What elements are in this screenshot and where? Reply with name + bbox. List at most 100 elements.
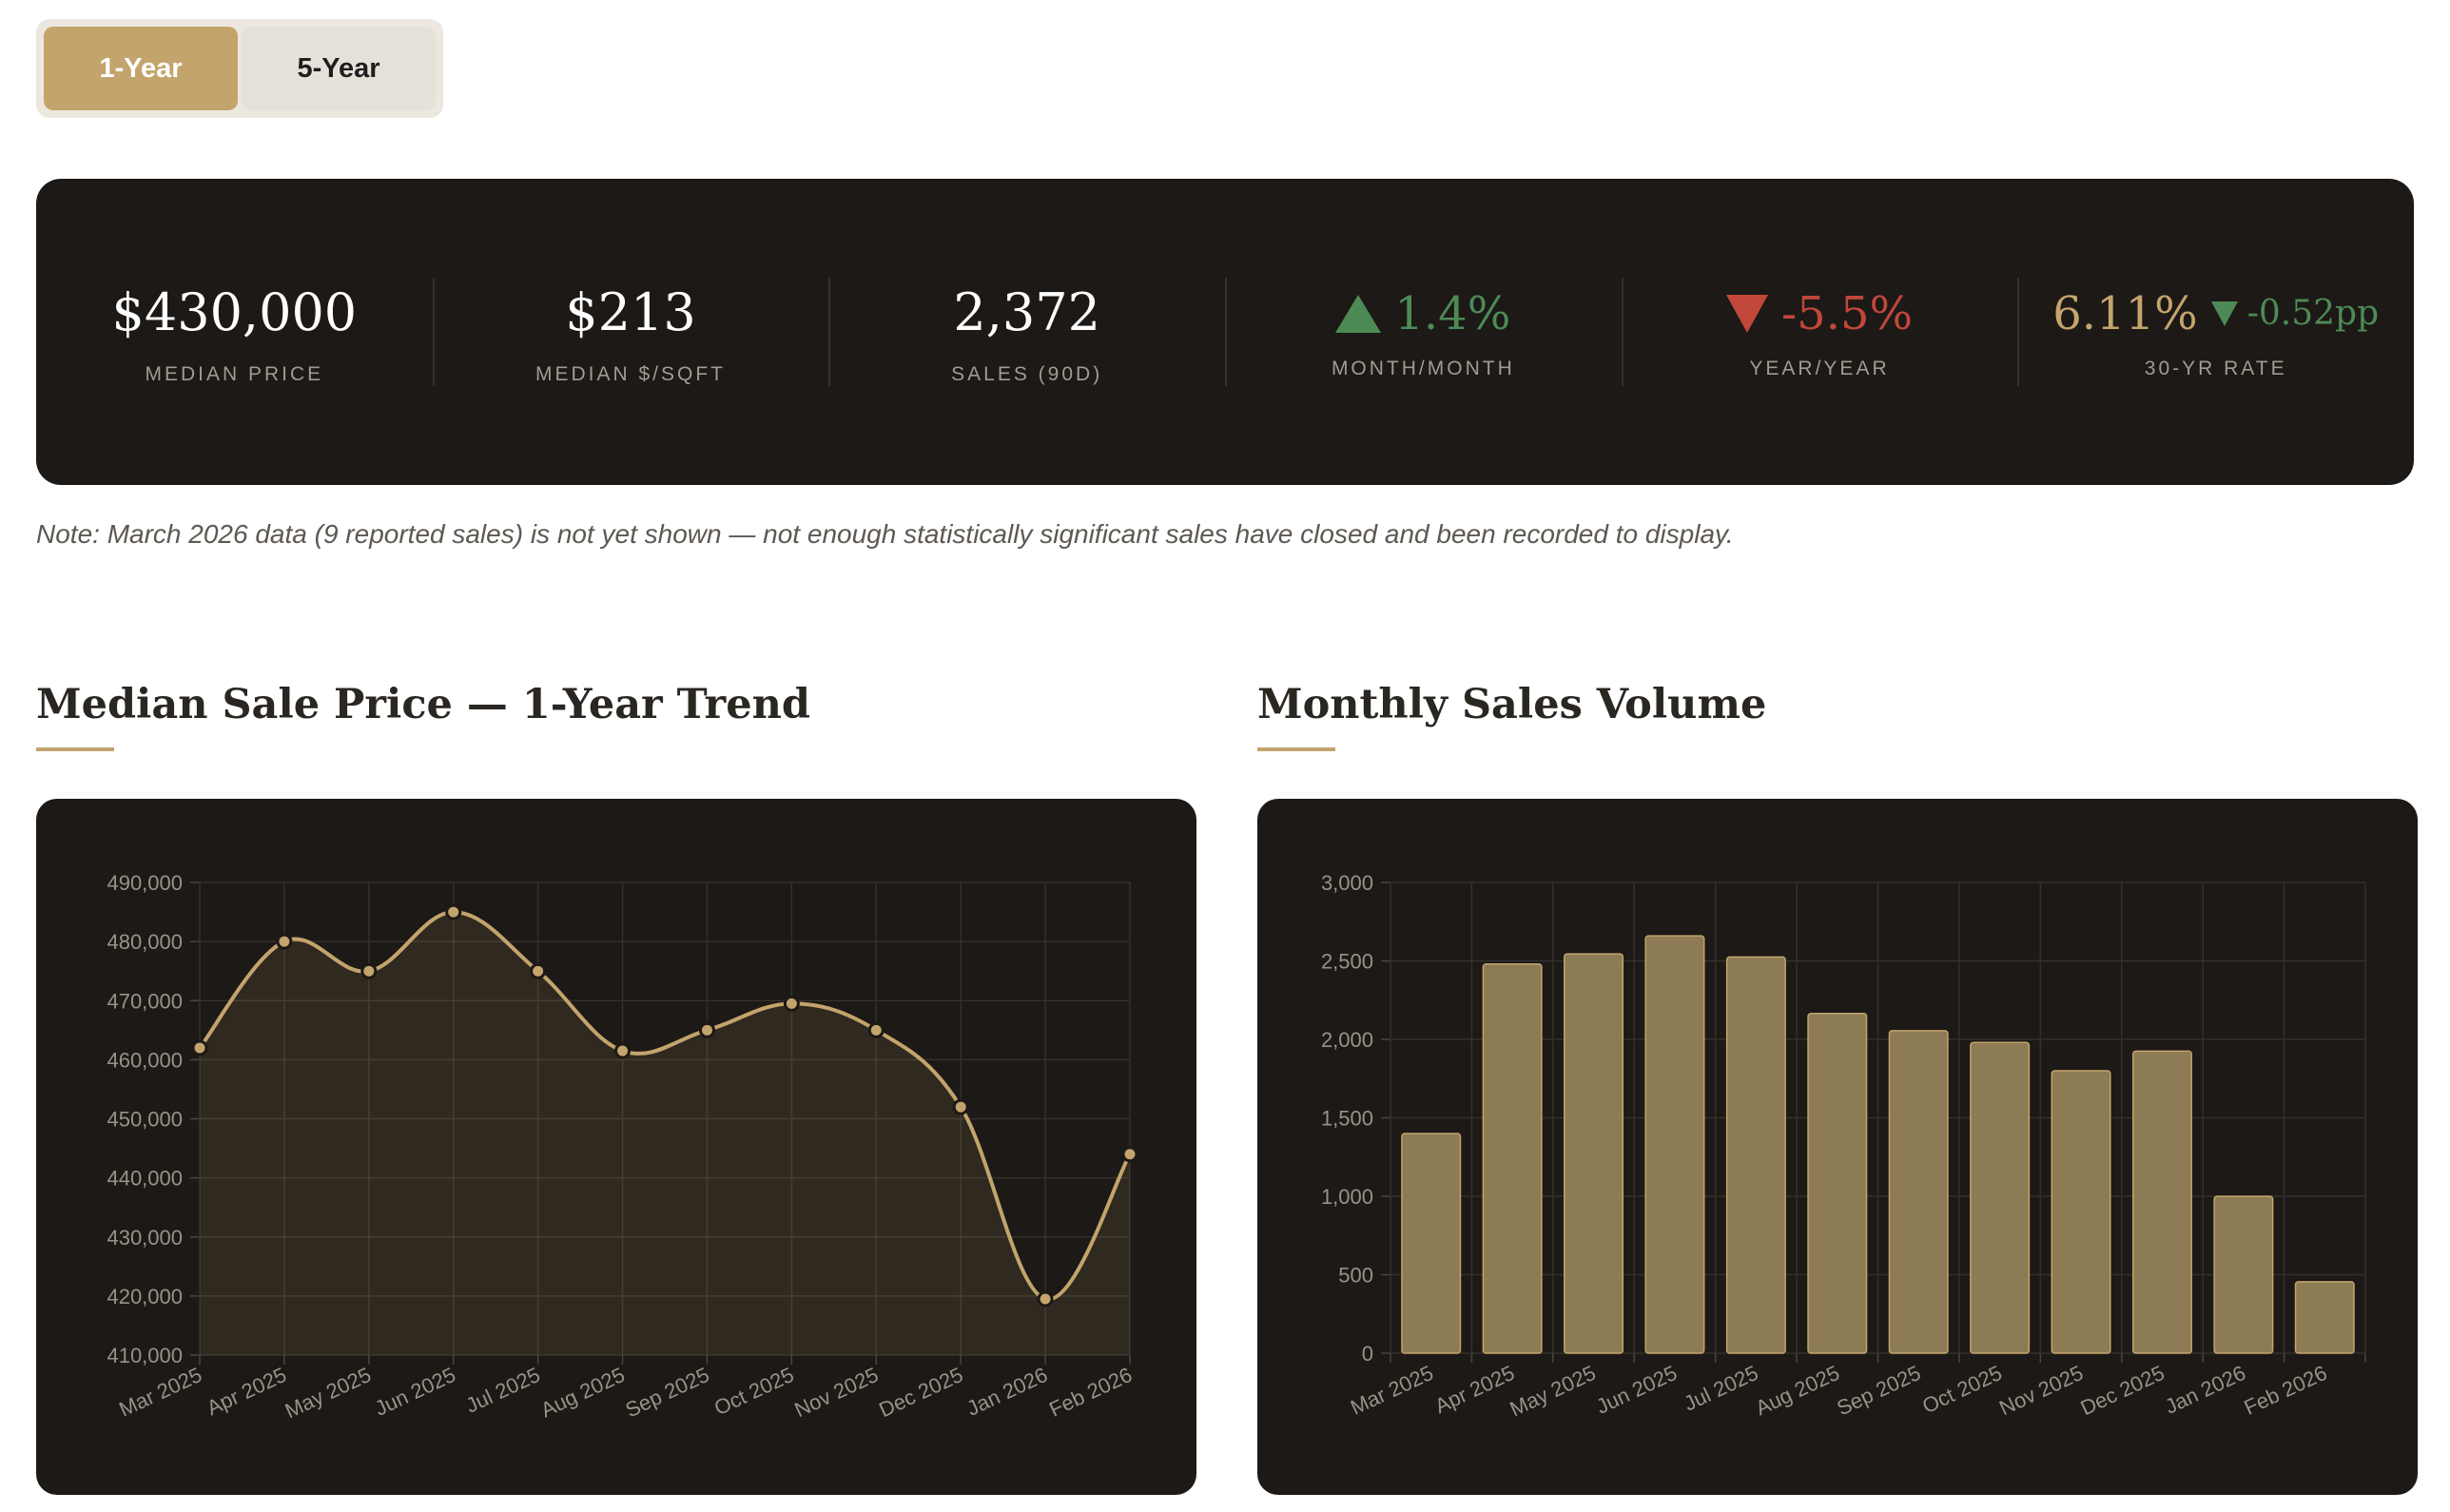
y-tick-label: 430,000: [107, 1226, 183, 1250]
x-tick-label: Sep 2025: [1833, 1361, 1924, 1420]
rate-change-value: -0.52pp: [2246, 294, 2380, 333]
y-tick-label: 450,000: [107, 1108, 183, 1132]
toggle-1-year-button[interactable]: 1-Year: [44, 27, 238, 110]
price-area-fill: [200, 912, 1130, 1355]
y-tick-label: 410,000: [107, 1344, 183, 1367]
price-point: [783, 995, 800, 1012]
y-tick-label: 500: [1338, 1264, 1373, 1288]
x-tick-label: Jul 2025: [1681, 1361, 1762, 1416]
price-chart-card: 410,000 420,000 430,000 440,000 450,000 460,0…: [36, 799, 1196, 1495]
stat-month-over-month: 1.4% MONTH/MONTH: [1225, 278, 1622, 386]
x-tick-label: Jun 2025: [371, 1363, 459, 1421]
volume-bar: [1644, 935, 1705, 1354]
price-line: [198, 910, 1132, 1302]
x-tick-label: Jan 2026: [963, 1363, 1052, 1421]
toggle-5-year-button[interactable]: 5-Year: [242, 27, 436, 110]
stat-median-sqft: $213 MEDIAN $/SQFT: [432, 278, 829, 386]
volume-bar: [1807, 1013, 1868, 1354]
y-tick-label: 2,500: [1321, 950, 1373, 974]
volume-bar: [1888, 1030, 1949, 1354]
y-tick-label: 480,000: [107, 930, 183, 954]
x-tick-label: Oct 2025: [710, 1363, 797, 1420]
x-tick-label: Sep 2025: [622, 1363, 713, 1422]
x-tick-label: Feb 2026: [1045, 1363, 1136, 1422]
sales-label: SALES (90D): [951, 363, 1103, 385]
trend-down-icon: [1725, 295, 1768, 333]
x-tick-label: Aug 2025: [1752, 1361, 1843, 1420]
price-point: [1121, 1146, 1138, 1163]
timeframe-toggle: 1-Year 5-Year: [36, 19, 443, 118]
x-tick-label: Dec 2025: [2077, 1361, 2168, 1420]
x-tick-label: Jan 2026: [2161, 1361, 2249, 1419]
x-tick-label: Mar 2025: [115, 1363, 205, 1422]
volume-bar: [1401, 1133, 1462, 1354]
median-sqft-value: $213: [565, 282, 696, 342]
mom-value: 1.4%: [1394, 287, 1511, 340]
x-tick-label: Mar 2025: [1347, 1361, 1437, 1420]
x-tick-label: Apr 2025: [1431, 1361, 1518, 1418]
stats-panel: $430,000 MEDIAN PRICE $213 MEDIAN $/SQFT…: [36, 179, 2414, 485]
y-tick-label: 460,000: [107, 1048, 183, 1072]
volume-title-underline: [1257, 747, 1335, 751]
price-point: [191, 1039, 208, 1056]
volume-chart-title: Monthly Sales Volume: [1257, 681, 1767, 728]
volume-bar: [1564, 953, 1624, 1354]
x-tick-label: Jul 2025: [462, 1363, 544, 1418]
y-tick-label: 3,000: [1321, 871, 1373, 895]
y-tick-label: 420,000: [107, 1285, 183, 1308]
volume-bar: [2213, 1195, 2274, 1354]
price-point: [1037, 1290, 1054, 1308]
sales-value: 2,372: [953, 282, 1100, 342]
rate-down-icon: [2210, 301, 2238, 326]
volume-bar: [2294, 1281, 2355, 1354]
price-point: [867, 1021, 885, 1038]
x-tick-label: May 2025: [282, 1363, 375, 1423]
x-tick-label: Feb 2026: [2241, 1361, 2331, 1420]
price-point: [445, 903, 462, 921]
volume-bar: [2051, 1070, 2111, 1354]
x-tick-label: May 2025: [1507, 1361, 1600, 1421]
x-tick-label: Nov 2025: [1995, 1361, 2087, 1420]
volume-bar: [1725, 956, 1786, 1354]
price-point: [614, 1042, 632, 1059]
y-tick-label: 1,500: [1321, 1107, 1373, 1131]
volume-bar-chart: 0 500 1,000 1,500 2,000 2,500 3,000 Mar 2025Apr…: [1321, 871, 2366, 1421]
stat-30yr-rate: 6.11% -0.52pp 30-YR RATE: [2017, 278, 2414, 386]
mom-label: MONTH/MONTH: [1331, 358, 1515, 379]
data-note: Note: March 2026 data (9 reported sales)…: [36, 519, 1734, 549]
x-tick-label: Dec 2025: [875, 1363, 966, 1422]
x-tick-label: Nov 2025: [790, 1363, 882, 1422]
median-price-value: $430,000: [111, 282, 358, 342]
price-point: [276, 933, 293, 950]
y-tick-label: 2,000: [1321, 1028, 1373, 1052]
yoy-label: YEAR/YEAR: [1749, 358, 1890, 379]
y-tick-label: 490,000: [107, 871, 183, 895]
price-point: [698, 1021, 715, 1038]
y-tick-label: 1,000: [1321, 1185, 1373, 1209]
x-tick-label: Jun 2025: [1592, 1361, 1681, 1419]
x-tick-label: Oct 2025: [1918, 1361, 2005, 1418]
x-tick-label: Apr 2025: [204, 1363, 290, 1420]
volume-chart-card: 0 500 1,000 1,500 2,000 2,500 3,000 Mar 2025 Apr…: [1257, 799, 2418, 1495]
rate-label: 30-YR RATE: [2144, 358, 2287, 379]
x-tick-label: Aug 2025: [537, 1363, 629, 1422]
median-price-label: MEDIAN PRICE: [145, 363, 324, 385]
price-point: [952, 1098, 969, 1115]
stat-sales: 2,372 SALES (90D): [828, 278, 1225, 386]
y-tick-label: 440,000: [107, 1167, 183, 1191]
trend-up-icon: [1335, 295, 1382, 333]
price-line-chart: 410,000 420,000 430,000 440,000 450,000 460,0…: [107, 871, 1138, 1423]
yoy-value: -5.5%: [1780, 287, 1914, 340]
price-chart-title: Median Sale Price — 1-Year Trend: [36, 681, 810, 728]
volume-bar: [1970, 1041, 2031, 1354]
price-point: [360, 962, 378, 979]
volume-bar: [2131, 1050, 2192, 1354]
median-sqft-label: MEDIAN $/SQFT: [535, 363, 727, 385]
stat-year-over-year: -5.5% YEAR/YEAR: [1621, 278, 2018, 386]
volume-bar: [1482, 963, 1543, 1354]
price-point: [530, 962, 547, 979]
rate-value: 6.11%: [2052, 287, 2198, 340]
stat-median-price: $430,000 MEDIAN PRICE: [36, 280, 433, 385]
y-tick-label: 0: [1362, 1342, 1373, 1366]
price-title-underline: [36, 747, 114, 751]
